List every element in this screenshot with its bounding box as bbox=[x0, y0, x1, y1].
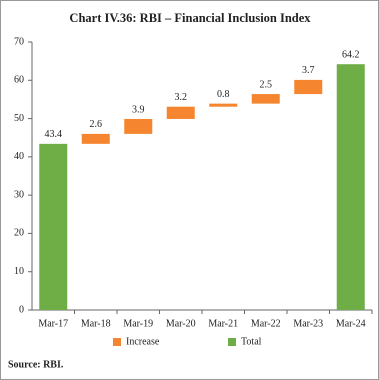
data-label: 2.5 bbox=[260, 79, 273, 90]
y-tick-label: 50 bbox=[14, 113, 24, 124]
legend-label: Total bbox=[241, 336, 262, 347]
bar bbox=[124, 118, 153, 134]
source: Source: RBI. bbox=[8, 359, 64, 370]
x-tick-label: Mar-21 bbox=[208, 318, 238, 329]
y-tick-label: 70 bbox=[14, 36, 24, 47]
x-tick-label: Mar-24 bbox=[336, 318, 366, 329]
bar bbox=[251, 94, 280, 104]
data-label: 43.4 bbox=[45, 129, 63, 140]
y-tick-label: 20 bbox=[14, 228, 24, 239]
y-tick-label: 0 bbox=[19, 304, 24, 315]
y-tick-label: 60 bbox=[14, 75, 24, 86]
data-label: 3.2 bbox=[175, 92, 188, 103]
data-label: 0.8 bbox=[217, 89, 230, 100]
bar bbox=[39, 143, 68, 310]
y-tick-label: 30 bbox=[14, 189, 24, 200]
x-tick-label: Mar-22 bbox=[251, 318, 281, 329]
x-tick-label: Mar-20 bbox=[166, 318, 196, 329]
y-tick-label: 10 bbox=[14, 266, 24, 277]
y-tick-label: 40 bbox=[14, 151, 24, 162]
bar bbox=[294, 79, 323, 95]
data-label: 3.7 bbox=[302, 65, 315, 76]
data-label: 64.2 bbox=[342, 50, 360, 61]
x-tick-label: Mar-19 bbox=[123, 318, 153, 329]
legend-swatch bbox=[228, 338, 236, 346]
x-tick-label: Mar-18 bbox=[81, 318, 111, 329]
legend-swatch bbox=[113, 338, 121, 346]
data-label: 3.9 bbox=[132, 104, 145, 115]
x-tick-label: Mar-17 bbox=[38, 318, 68, 329]
bar bbox=[336, 64, 365, 310]
chart-title: Chart IV.36: RBI – Financial Inclusion I… bbox=[69, 11, 311, 25]
bar bbox=[209, 103, 238, 107]
x-tick-label: Mar-23 bbox=[293, 318, 323, 329]
legend-label: Increase bbox=[126, 336, 160, 347]
data-label: 2.6 bbox=[90, 119, 103, 130]
bar bbox=[166, 106, 195, 119]
bar bbox=[81, 133, 110, 144]
